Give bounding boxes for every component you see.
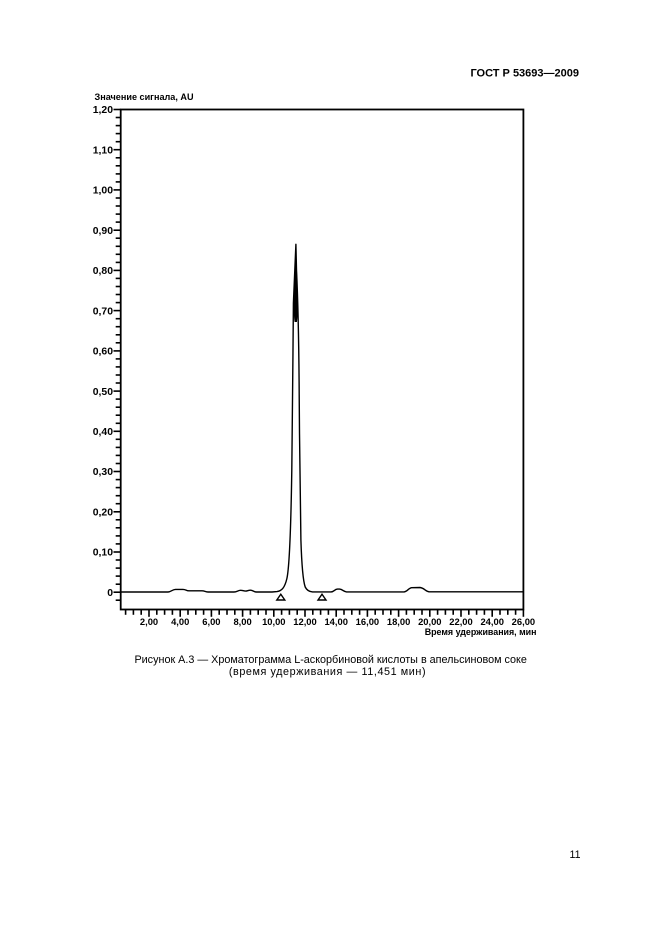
svg-text:0,10: 0,10 (93, 548, 113, 559)
svg-text:Значение сигнала, AU: Значение сигнала, AU (95, 92, 194, 102)
svg-text:0,80: 0,80 (93, 266, 113, 277)
svg-text:0,50: 0,50 (93, 387, 113, 398)
svg-text:8,00: 8,00 (233, 616, 251, 627)
svg-text:0,60: 0,60 (93, 347, 113, 358)
svg-text:0,90: 0,90 (93, 226, 113, 237)
svg-text:16,00: 16,00 (356, 616, 379, 627)
svg-text:0,70: 0,70 (93, 306, 113, 317)
svg-text:26,00: 26,00 (512, 616, 535, 627)
svg-text:24,00: 24,00 (480, 616, 503, 627)
svg-text:2,00: 2,00 (140, 616, 158, 627)
svg-text:0,40: 0,40 (93, 427, 113, 438)
svg-text:1,00: 1,00 (93, 186, 113, 197)
svg-text:Рисунок А.3 — Хроматограмма L-: Рисунок А.3 — Хроматограмма L-аскорбинов… (134, 654, 526, 666)
svg-text:(время удерживания — 11,451 ми: (время удерживания — 11,451 мин) (229, 666, 426, 678)
svg-text:11: 11 (570, 849, 581, 861)
svg-text:12,00: 12,00 (293, 616, 316, 627)
svg-text:0: 0 (107, 588, 113, 599)
svg-text:0,20: 0,20 (93, 508, 113, 519)
svg-text:20,00: 20,00 (418, 616, 441, 627)
svg-text:Время удерживания, мин: Время удерживания, мин (425, 627, 537, 637)
svg-text:10,00: 10,00 (262, 616, 285, 627)
svg-text:0,30: 0,30 (93, 467, 113, 478)
svg-text:ГОСТ Р 53693—2009: ГОСТ Р 53693—2009 (470, 68, 579, 80)
svg-text:6,00: 6,00 (202, 616, 220, 627)
svg-text:1,10: 1,10 (93, 145, 113, 156)
svg-text:14,00: 14,00 (324, 616, 347, 627)
svg-text:4,00: 4,00 (171, 616, 189, 627)
svg-text:18,00: 18,00 (387, 616, 410, 627)
svg-text:22,00: 22,00 (449, 616, 472, 627)
svg-text:1,20: 1,20 (93, 105, 113, 116)
